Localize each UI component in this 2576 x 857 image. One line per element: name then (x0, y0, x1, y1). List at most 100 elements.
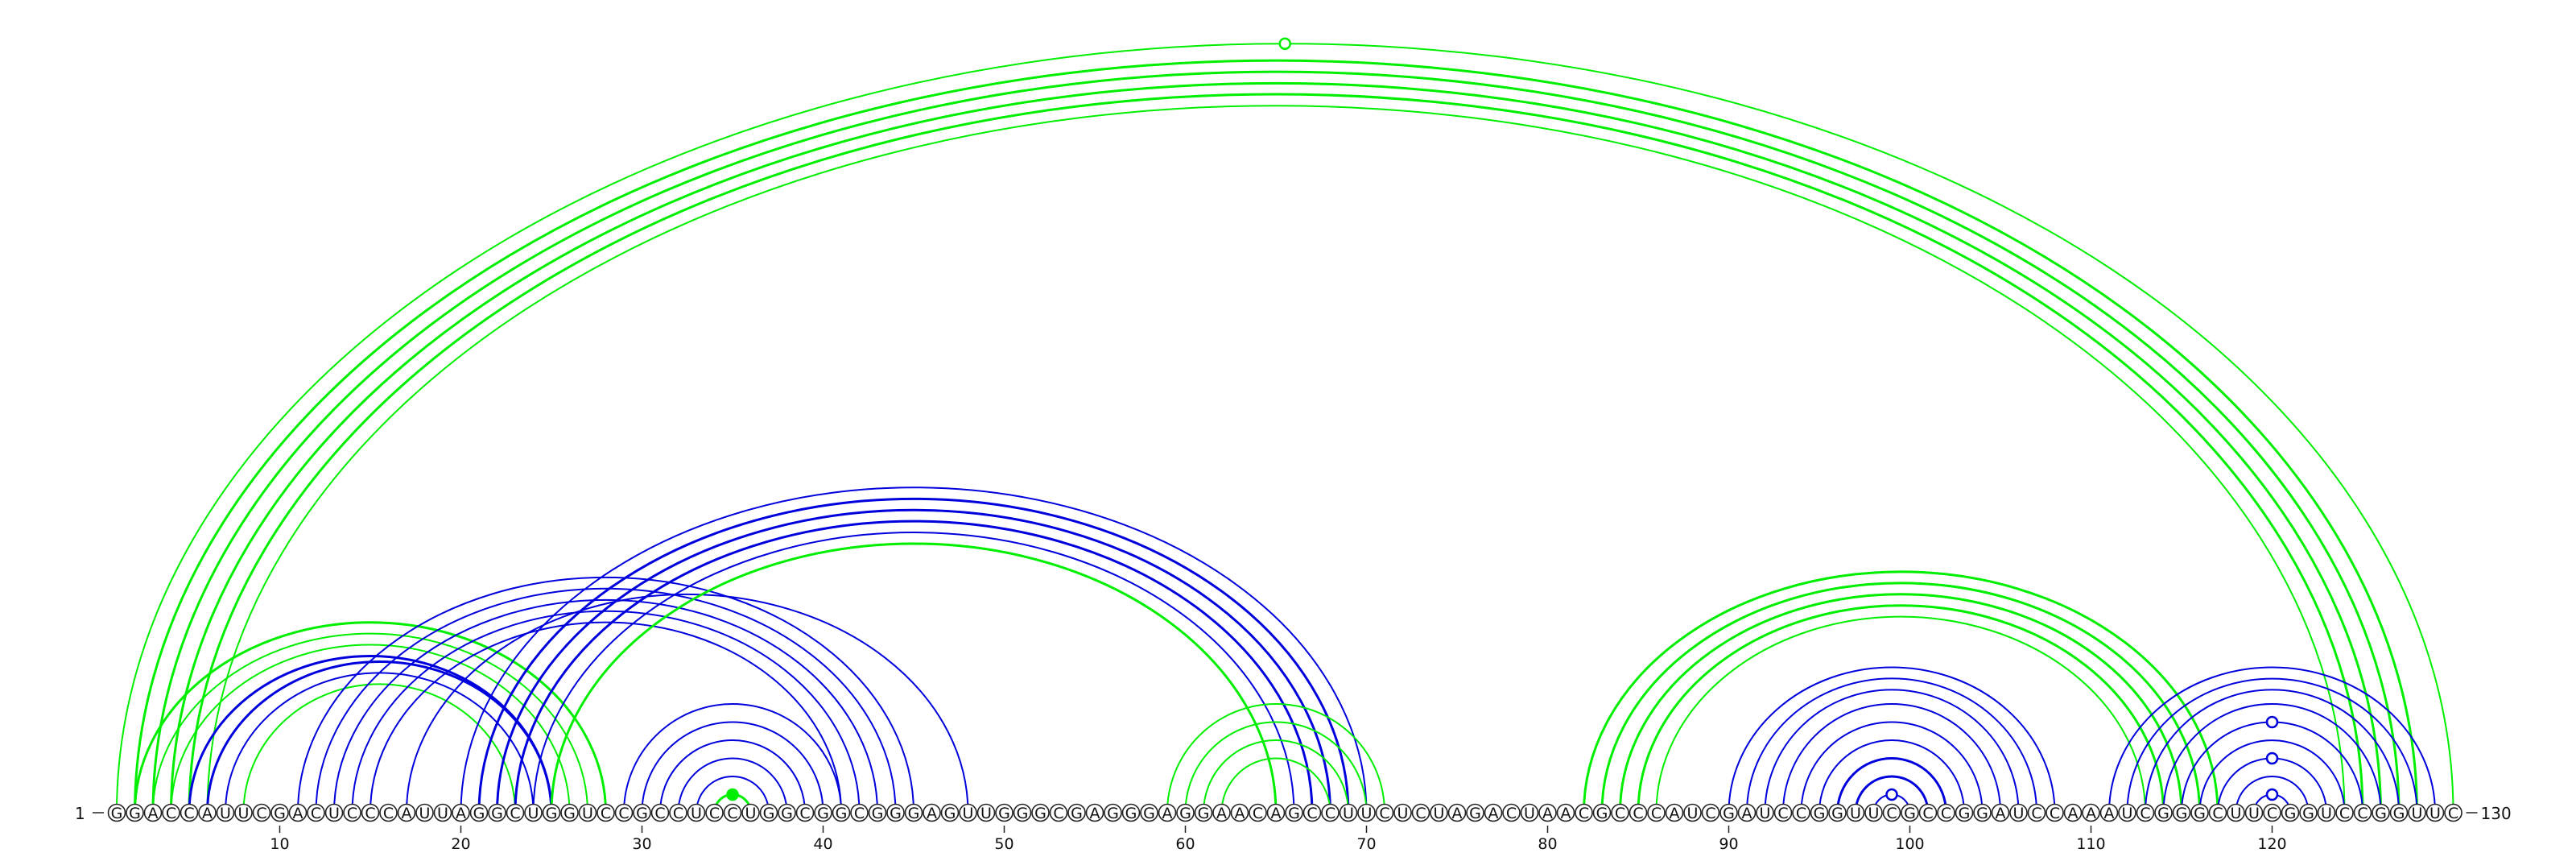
nucleotide: A (1556, 803, 1575, 822)
base-pair-arc (460, 486, 1368, 814)
svg-text:U: U (2321, 805, 2332, 822)
base-pair-arc (1619, 593, 2183, 814)
svg-text:U: U (691, 805, 702, 822)
nucleotide: G (886, 803, 905, 822)
nucleotide: C (1792, 803, 1810, 822)
svg-text:A: A (1090, 805, 1100, 822)
nucleotide: A (1085, 803, 1104, 822)
nucleotide: C (795, 803, 815, 822)
nucleotide: G (759, 803, 778, 822)
tick-label: 40 (813, 835, 832, 853)
svg-text:G: G (1831, 805, 1843, 822)
svg-text:C: C (1053, 805, 1063, 822)
svg-text:A: A (927, 805, 937, 822)
svg-text:G: G (836, 805, 848, 822)
svg-text:C: C (347, 805, 357, 822)
nucleotide: C (1302, 803, 1322, 822)
svg-text:C: C (2267, 805, 2277, 822)
svg-text:A: A (1561, 805, 1571, 822)
svg-text:C: C (184, 805, 194, 822)
base-pair-arc (134, 621, 607, 814)
nucleotide: G (2372, 803, 2390, 822)
nucleotide: G (488, 803, 506, 822)
nucleotide: G (868, 803, 887, 822)
svg-text:C: C (1307, 805, 1317, 822)
nucleotide: A (1230, 803, 1249, 822)
svg-text:C: C (709, 805, 720, 822)
svg-text:C: C (1796, 805, 1806, 822)
svg-text:C: C (2140, 805, 2150, 822)
nucleotide: C (506, 803, 525, 822)
base-pair-arc (297, 576, 914, 814)
svg-text:G: G (473, 805, 485, 822)
nucleotide: G (1285, 803, 1303, 822)
nucleotide: U (2244, 803, 2264, 822)
svg-text:U: U (419, 805, 431, 822)
svg-text:U: U (1687, 805, 1699, 822)
nucleotide: U (415, 803, 434, 822)
svg-text:G: G (1723, 805, 1735, 822)
nucleotide: G (778, 803, 796, 822)
base-pair-arc (659, 739, 806, 814)
nucleotide: G (2190, 803, 2209, 822)
tick-label: 90 (1719, 835, 1738, 853)
base-pair-arc (170, 81, 2382, 814)
nucleotide: G (2389, 803, 2409, 822)
nucleotide: A (198, 803, 217, 822)
svg-text:C: C (1615, 805, 1625, 822)
base-pair-arc (170, 644, 571, 814)
nucleotide: C (597, 803, 615, 822)
base-pair-arc (1203, 739, 1349, 814)
nucleotide: A (1158, 803, 1177, 822)
nucleotide: C (2046, 803, 2064, 822)
nucleotide: C (1249, 803, 1267, 822)
svg-text:A: A (1996, 805, 2006, 822)
base-pair-arc (477, 497, 1350, 814)
nucleotide: C (2335, 803, 2354, 822)
svg-text:G: G (890, 805, 902, 822)
nucleotide: C (1937, 803, 1955, 822)
svg-text:U: U (2412, 805, 2423, 822)
nucleotide: G (2172, 803, 2191, 822)
svg-text:U: U (2231, 805, 2242, 822)
base-pair-arc (315, 587, 897, 814)
base-pair-arc (406, 593, 969, 814)
base-pair-arc (134, 59, 2418, 814)
svg-text:C: C (365, 805, 375, 822)
base-pair-arc (351, 610, 861, 814)
svg-text:U: U (745, 805, 757, 822)
base-pair-arc (641, 721, 824, 814)
nucleotide: C (379, 803, 398, 822)
base-pair-arc (1836, 757, 1947, 814)
nucleotide: G (1140, 803, 1158, 822)
svg-text:C: C (510, 805, 520, 822)
base-pair-arc (2145, 689, 2400, 814)
nucleotide: U (2425, 803, 2445, 822)
base-pair-arc (188, 93, 2364, 814)
svg-text:G: G (2375, 805, 2387, 822)
arc-marker (2265, 788, 2279, 801)
nucleotide: A (2082, 803, 2100, 822)
nucleotide: C (2136, 803, 2155, 822)
nucleotide: C (361, 803, 380, 822)
svg-text:A: A (1452, 805, 1463, 822)
tick-label: 110 (2076, 835, 2105, 853)
svg-text:C: C (854, 805, 865, 822)
nucleotide: G (469, 803, 489, 822)
nucleotide: U (959, 803, 977, 822)
base-pair-arc (514, 520, 1314, 814)
nucleotide: C (1629, 803, 1648, 822)
nucleotide: A (397, 803, 416, 822)
svg-text:G: G (1198, 805, 1210, 822)
svg-text:C: C (1379, 805, 1389, 822)
nucleotide: C (1882, 803, 1901, 822)
nucleotide: U (433, 803, 452, 822)
svg-text:C: C (1506, 805, 1517, 822)
svg-text:G: G (274, 805, 286, 822)
nucleotide: G (2281, 803, 2300, 822)
nucleotide: C (1049, 803, 1068, 822)
nucleotide: U (216, 803, 235, 822)
nucleotide: G (1955, 803, 1974, 822)
